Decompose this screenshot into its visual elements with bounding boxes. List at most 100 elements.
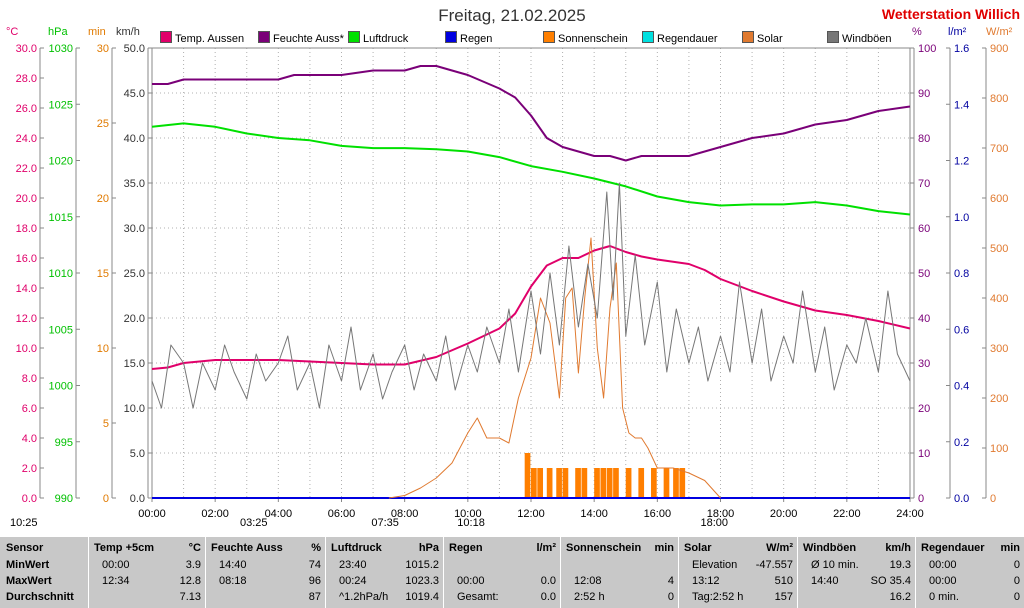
legend-swatch xyxy=(543,31,555,43)
cell-value: 0.0 xyxy=(540,575,556,587)
cell-value: 1023.3 xyxy=(405,575,439,587)
sunshine-bar xyxy=(524,453,531,498)
column-header: Regen xyxy=(449,542,483,554)
time-marker: 10:18 xyxy=(457,517,485,529)
column-separator xyxy=(205,537,206,608)
cell-time: 00:00 xyxy=(929,559,957,571)
tick-label-temp: 10.0 xyxy=(16,343,37,355)
x-tick-label: 24:00 xyxy=(896,508,924,520)
legend-label: Sonnenschein xyxy=(558,33,628,45)
tick-label-temp: 2.0 xyxy=(22,463,37,475)
tick-label-speed: 25.0 xyxy=(124,268,145,280)
tick-label-temp: 14.0 xyxy=(16,283,37,295)
tick-label-speed: 0.0 xyxy=(130,493,145,505)
legend-label: Solar xyxy=(757,33,783,45)
cell-time: 12:34 xyxy=(102,575,130,587)
legend-swatch xyxy=(160,31,172,43)
column-unit: °C xyxy=(188,542,201,554)
cell-time: 23:40 xyxy=(339,559,367,571)
row-label: MinWert xyxy=(6,559,50,571)
tick-label-percent: 20 xyxy=(918,403,930,415)
cell-value: 74 xyxy=(308,559,321,571)
legend-label: Regendauer xyxy=(657,33,718,45)
tick-label-minutes: 5 xyxy=(103,418,109,430)
column-separator xyxy=(443,537,444,608)
unit-rain: l/m² xyxy=(948,26,967,38)
legend-swatch xyxy=(742,31,754,43)
stats-column: Temp +5cm °C 00:00 3.9 12:34 12.8 7.13 xyxy=(94,537,201,608)
legend-swatch xyxy=(642,31,654,43)
column-separator xyxy=(915,537,916,608)
x-tick-label: 00:00 xyxy=(138,508,166,520)
legend: Temp. Aussen Feuchte Auss* Luftdruck Regen S… xyxy=(160,31,910,45)
tick-label-speed: 10.0 xyxy=(124,403,145,415)
tick-label-temp: 6.0 xyxy=(22,403,37,415)
cell-time: 12:08 xyxy=(574,575,602,587)
legend-label: Temp. Aussen xyxy=(175,33,245,45)
tick-label-percent: 40 xyxy=(918,313,930,325)
tick-label-solar: 700 xyxy=(990,143,1008,155)
sunshine-bar xyxy=(638,468,645,498)
tick-label-temp: 30.0 xyxy=(16,43,37,55)
tick-label-rain: 1.2 xyxy=(954,156,969,168)
column-header: Feuchte Auss xyxy=(211,542,283,554)
time-marker: 07:35 xyxy=(371,517,399,529)
column-unit: % xyxy=(311,542,321,554)
tick-label-percent: 50 xyxy=(918,268,930,280)
sunshine-bar xyxy=(546,468,553,498)
cell-value: 19.3 xyxy=(889,559,911,571)
row-label: Durchschnitt xyxy=(6,591,74,603)
tick-label-temp: 18.0 xyxy=(16,223,37,235)
tick-label-minutes: 30 xyxy=(97,43,109,55)
tick-label-percent: 80 xyxy=(918,133,930,145)
cell-time: Tag:2:52 h xyxy=(692,591,744,603)
cell-time: ^1.2hPa/h xyxy=(339,591,389,603)
column-separator xyxy=(325,537,326,608)
cell-time: 0 min. xyxy=(929,591,959,603)
sunshine-bar xyxy=(673,468,679,498)
stats-column: Regendauer min 00:00 0 00:00 0 0 min. 0 xyxy=(921,537,1020,608)
tick-label-pressure: 1010 xyxy=(49,268,73,280)
chart-title: Freitag, 21.02.2025 xyxy=(438,6,586,25)
tick-label-speed: 15.0 xyxy=(124,358,145,370)
tick-label-speed: 5.0 xyxy=(130,448,145,460)
series-line xyxy=(151,122,911,216)
tick-label-solar: 0 xyxy=(990,493,996,505)
x-tick-label: 22:00 xyxy=(833,508,861,520)
x-tick-label: 20:00 xyxy=(770,508,798,520)
tick-label-solar: 200 xyxy=(990,393,1008,405)
column-separator xyxy=(797,537,798,608)
column-header: Regendauer xyxy=(921,542,985,554)
legend-item: Solar xyxy=(742,31,783,45)
column-header: Solar xyxy=(684,542,712,554)
tick-label-speed: 45.0 xyxy=(124,88,145,100)
tick-label-pressure: 990 xyxy=(55,493,73,505)
cell-time: Gesamt: xyxy=(457,591,499,603)
weather-chart: 0.0 2.0 4.0 6.0 8.0 10.0 12.0 14.0 16.0 18.0 20.0 2… xyxy=(16,43,1009,520)
tick-label-rain: 1.4 xyxy=(954,99,969,111)
cell-value: 1019.4 xyxy=(405,591,439,603)
x-tick-label: 06:00 xyxy=(328,508,356,520)
legend-label: Luftdruck xyxy=(363,33,409,45)
unit-percent: % xyxy=(912,26,922,38)
x-tick-label: 04:00 xyxy=(265,508,293,520)
tick-label-rain: 0.2 xyxy=(954,437,969,449)
column-separator xyxy=(678,537,679,608)
legend-item: Regendauer xyxy=(642,31,718,45)
legend-label: Windböen xyxy=(842,33,892,45)
tick-label-speed: 20.0 xyxy=(124,313,145,325)
column-unit: min xyxy=(654,542,674,554)
legend-item: Feuchte Auss* xyxy=(258,31,344,45)
sunshine-bar xyxy=(531,468,537,498)
cell-value: 0 xyxy=(1013,559,1020,571)
tick-label-speed: 50.0 xyxy=(124,43,145,55)
tick-label-pressure: 1000 xyxy=(49,381,73,393)
series-line xyxy=(151,245,911,370)
cell-time: 00:00 xyxy=(102,559,130,571)
sunshine-bar xyxy=(537,468,544,498)
tick-label-pressure: 1005 xyxy=(49,324,73,336)
legend-swatch xyxy=(827,31,839,43)
row-label: Sensor xyxy=(6,542,44,554)
tick-label-minutes: 10 xyxy=(97,343,109,355)
stats-column: Solar W/m² Elevation -47.557 13:12 510 Tag:2:5… xyxy=(684,537,793,608)
